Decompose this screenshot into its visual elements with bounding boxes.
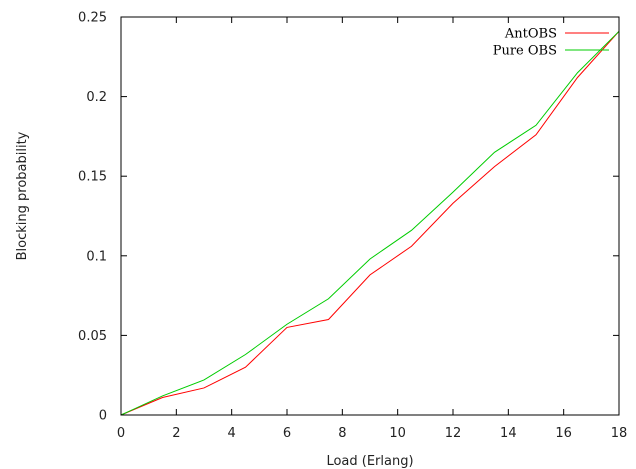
y-tick-label: 0.25 [78, 11, 107, 26]
y-tick-label: 0 [99, 409, 107, 424]
y-tick-label: 0.15 [78, 170, 107, 185]
x-tick-label: 0 [117, 426, 125, 441]
x-axis-label: Load (Erlang) [326, 454, 413, 469]
legend: AntOBS Pure OBS [493, 27, 609, 59]
ticks-layer: 0 2 4 6 8 10 12 14 16 18 0 0.05 0.1 0.15 0.2 0.25 [78, 11, 627, 442]
plot-frame [120, 16, 620, 416]
x-tick-label: 10 [389, 426, 406, 441]
legend-label: Pure OBS [493, 44, 557, 59]
x-tick-label: 12 [445, 426, 462, 441]
x-tick-label: 18 [611, 426, 628, 441]
y-tick-label: 0.05 [78, 329, 107, 344]
y-tick-label: 0.2 [86, 90, 107, 105]
x-tick-label: 16 [555, 426, 572, 441]
legend-label: AntOBS [504, 27, 557, 42]
x-tick-label: 8 [338, 426, 346, 441]
y-axis-label: Blocking probability [15, 131, 30, 260]
x-tick-label: 4 [228, 426, 236, 441]
series-line-antobs [120, 30, 620, 416]
series-layer [120, 30, 620, 416]
y-tick-label: 0.1 [86, 249, 107, 264]
series-line-pure-obs [120, 30, 620, 416]
x-tick-label: 2 [172, 426, 180, 441]
x-tick-label: 14 [500, 426, 517, 441]
x-tick-label: 6 [283, 426, 291, 441]
